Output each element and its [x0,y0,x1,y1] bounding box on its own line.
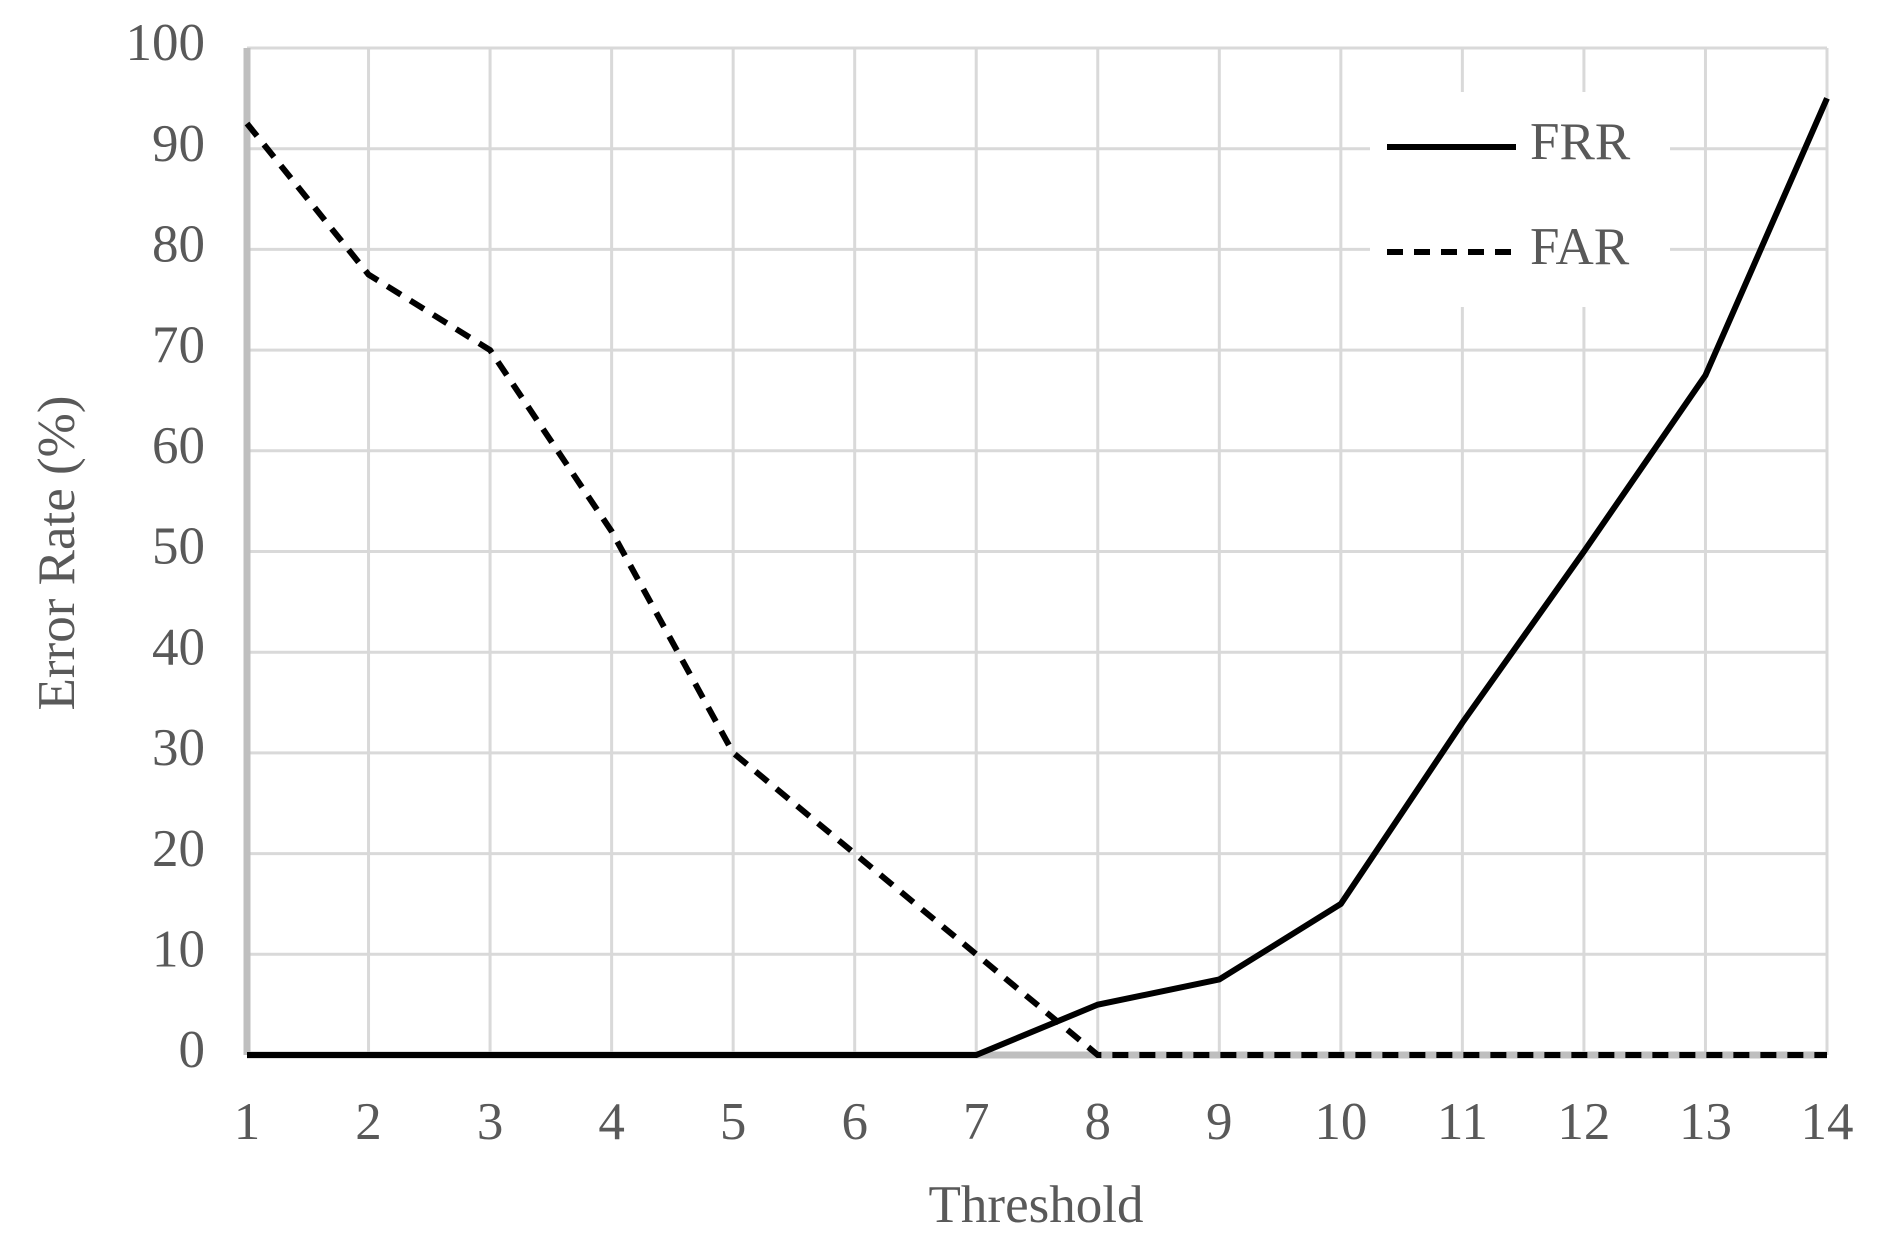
y-tick-label: 10 [152,920,205,978]
y-tick-label: 0 [179,1021,206,1079]
y-tick-label: 80 [152,216,205,274]
x-tick-label: 11 [1437,1093,1488,1151]
y-tick-label: 100 [126,14,206,72]
x-tick-label: 9 [1206,1093,1233,1151]
y-tick-label: 20 [152,820,205,878]
y-tick-label: 70 [152,316,205,374]
x-tick-label: 12 [1557,1093,1610,1151]
x-tick-label: 7 [963,1093,990,1151]
y-tick-label: 90 [152,115,205,173]
legend-label: FAR [1530,218,1630,276]
y-tick-label: 60 [152,417,205,475]
series-line [244,121,1827,1058]
x-axis-label: Threshold [929,1176,1144,1234]
x-tick-label: 4 [598,1093,625,1151]
x-tick-label: 13 [1679,1093,1732,1151]
x-tick-label: 10 [1314,1093,1367,1151]
x-tick-label: 1 [234,1093,261,1151]
x-tick-label: 8 [1085,1093,1112,1151]
y-axis-label: Error Rate (%) [28,396,86,711]
x-tick-label: 3 [477,1093,504,1151]
series-line [247,97,1830,1058]
y-tick-label: 40 [152,618,205,676]
legend-label: FRR [1530,113,1631,171]
y-tick-label: 50 [152,518,205,576]
x-tick-label: 14 [1801,1093,1854,1151]
x-tick-label: 5 [720,1093,747,1151]
x-tick-label: 6 [841,1093,868,1151]
x-tick-label: 2 [355,1093,382,1151]
legend-box [1370,92,1670,307]
y-tick-label: 30 [152,719,205,777]
